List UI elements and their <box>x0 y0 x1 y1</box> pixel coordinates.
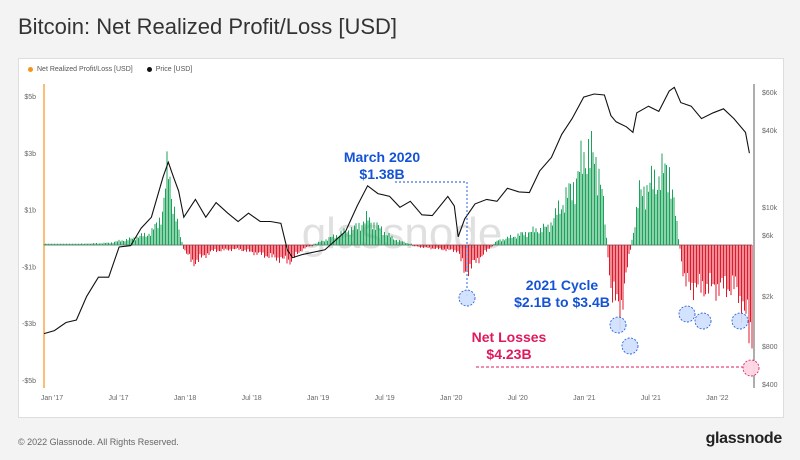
chart-panel <box>18 58 784 418</box>
legend-label-price: Price [USD] <box>155 66 193 73</box>
copyright-text: © 2022 Glassnode. All Rights Reserved. <box>18 437 179 447</box>
legend-marker-realized-pl <box>28 67 33 72</box>
chart-legend: Net Realized Profit/Loss [USD] Price [US… <box>28 66 192 73</box>
legend-item-price[interactable]: Price [USD] <box>146 66 193 73</box>
legend-item-realized-pl[interactable]: Net Realized Profit/Loss [USD] <box>28 66 133 73</box>
chart-title: Bitcoin: Net Realized Profit/Loss [USD] <box>18 14 398 39</box>
brand-logo: glassnode <box>705 430 783 447</box>
legend-label-realized-pl: Net Realized Profit/Loss [USD] <box>37 66 133 73</box>
legend-marker-price <box>146 67 152 72</box>
